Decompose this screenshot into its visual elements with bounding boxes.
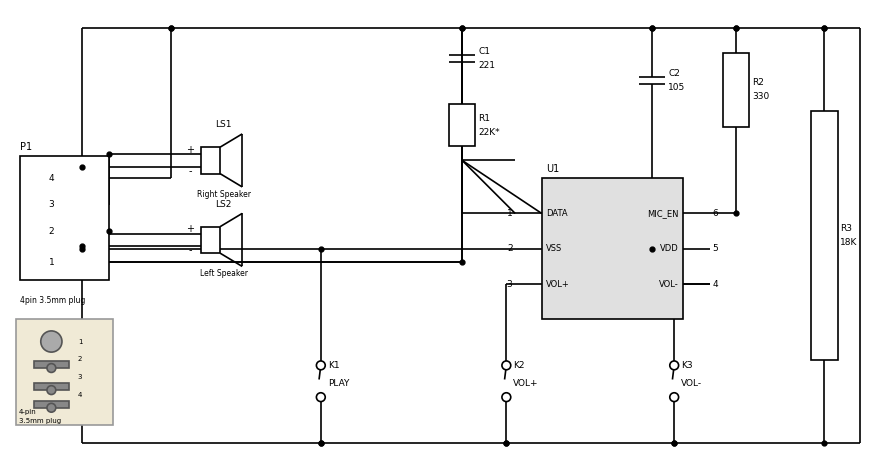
Text: 22K*: 22K* — [478, 128, 500, 137]
Text: 2: 2 — [78, 356, 83, 362]
Text: 1: 1 — [507, 209, 513, 218]
Text: -: - — [188, 166, 192, 176]
Text: MIC_EN: MIC_EN — [647, 209, 678, 218]
Text: LS2: LS2 — [215, 200, 232, 209]
Text: 1: 1 — [78, 339, 83, 344]
Bar — [34, 361, 69, 368]
Circle shape — [47, 364, 56, 373]
Circle shape — [41, 331, 62, 352]
Text: Right Speaker: Right Speaker — [196, 189, 251, 199]
Bar — [723, 53, 749, 127]
Text: Left Speaker: Left Speaker — [200, 269, 248, 278]
Text: 221: 221 — [478, 61, 495, 70]
Bar — [201, 227, 220, 253]
Text: 3.5mm plug: 3.5mm plug — [19, 418, 60, 424]
Bar — [541, 178, 683, 319]
Text: PLAY: PLAY — [328, 379, 349, 388]
Text: P1: P1 — [20, 142, 33, 152]
Text: K2: K2 — [514, 361, 525, 370]
Text: +: + — [186, 145, 194, 155]
Text: 4pin 3.5mm plug: 4pin 3.5mm plug — [20, 296, 86, 305]
Text: 4: 4 — [49, 174, 54, 183]
Text: VOL+: VOL+ — [546, 280, 570, 289]
Circle shape — [502, 361, 511, 370]
Circle shape — [47, 403, 56, 412]
Text: 3: 3 — [78, 374, 83, 380]
Text: 18K: 18K — [840, 238, 858, 247]
Bar — [20, 156, 108, 280]
Bar — [34, 383, 69, 390]
Text: 3: 3 — [49, 200, 54, 209]
Text: 2: 2 — [49, 227, 54, 236]
Bar — [811, 111, 837, 360]
Bar — [449, 104, 476, 146]
Text: R3: R3 — [840, 224, 853, 233]
Text: R1: R1 — [478, 114, 490, 122]
Circle shape — [502, 393, 511, 402]
Text: 5: 5 — [712, 244, 718, 253]
Bar — [34, 401, 69, 408]
Circle shape — [669, 393, 678, 402]
Text: +: + — [186, 224, 194, 234]
Text: 3: 3 — [507, 280, 513, 289]
Text: 105: 105 — [668, 83, 685, 92]
Circle shape — [669, 361, 678, 370]
Text: VOL-: VOL- — [659, 280, 678, 289]
Circle shape — [316, 393, 325, 402]
Text: -: - — [188, 245, 192, 256]
Text: VOL+: VOL+ — [514, 379, 539, 388]
Text: LS1: LS1 — [215, 121, 232, 130]
Bar — [201, 147, 220, 174]
Text: 4: 4 — [712, 280, 717, 289]
Text: K1: K1 — [328, 361, 340, 370]
Text: C1: C1 — [478, 47, 490, 56]
Text: U1: U1 — [546, 163, 559, 174]
Text: C2: C2 — [668, 69, 680, 78]
Circle shape — [316, 361, 325, 370]
Circle shape — [47, 386, 56, 395]
Text: 2: 2 — [507, 244, 513, 253]
Text: 330: 330 — [752, 92, 769, 101]
Text: 4: 4 — [78, 391, 83, 398]
Text: 4-pin: 4-pin — [19, 409, 36, 415]
Text: DATA: DATA — [546, 209, 568, 218]
Text: VOL-: VOL- — [681, 379, 702, 388]
Text: K3: K3 — [681, 361, 693, 370]
Text: 6: 6 — [712, 209, 718, 218]
Text: VDD: VDD — [660, 244, 678, 253]
Text: R2: R2 — [752, 78, 764, 87]
Text: VSS: VSS — [546, 244, 563, 253]
Text: 1: 1 — [49, 258, 54, 267]
Bar — [16, 319, 113, 425]
